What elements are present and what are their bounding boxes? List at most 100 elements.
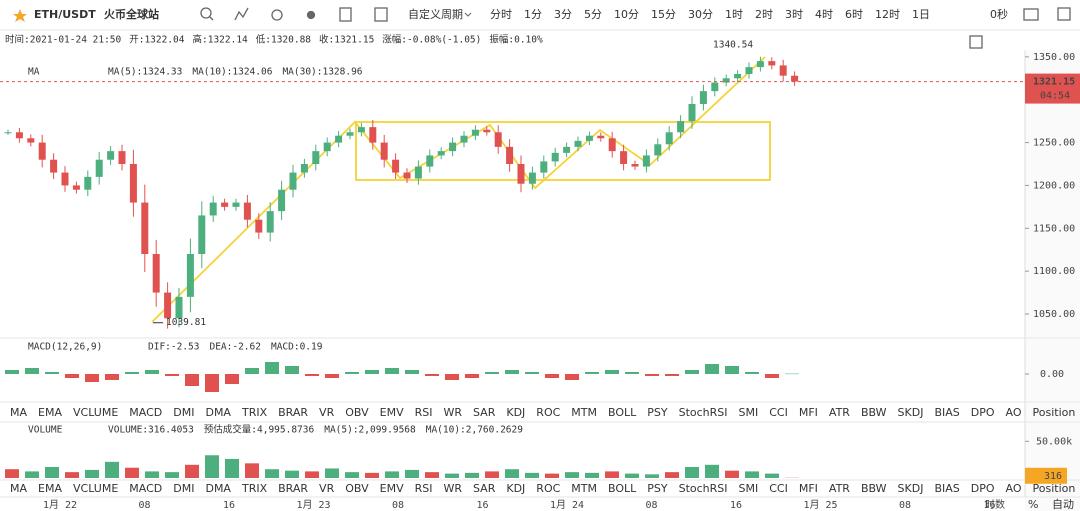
indicator-tab[interactable]: BRAR: [278, 406, 308, 419]
auto-toggle[interactable]: 自动: [1052, 498, 1074, 511]
index-icon[interactable]: [339, 7, 352, 22]
indicator-tab[interactable]: WR: [443, 482, 462, 495]
layout-icon[interactable]: [969, 35, 983, 49]
indicator-tab[interactable]: BIAS: [934, 482, 959, 495]
indicator-tab[interactable]: SKDJ: [898, 482, 924, 495]
indicator-tab[interactable]: KDJ: [506, 482, 525, 495]
indicator-tab[interactable]: BIAS: [934, 406, 959, 419]
candle-body: [129, 164, 137, 203]
indicator-tab[interactable]: EMA: [38, 482, 62, 495]
indicator-tab[interactable]: TRIX: [241, 482, 268, 495]
period-button[interactable]: 30分: [688, 8, 713, 21]
period-button[interactable]: 1日: [912, 8, 930, 21]
volume-bar: [85, 469, 99, 478]
indicator-tab[interactable]: PSY: [647, 482, 668, 495]
indicator-tab[interactable]: VR: [319, 482, 335, 495]
indicator-tab[interactable]: Position: [1033, 406, 1076, 419]
indicator-tab[interactable]: MA: [10, 406, 27, 419]
period-button[interactable]: 3时: [785, 8, 803, 21]
period-button[interactable]: 1时: [725, 8, 743, 21]
indicator-tab[interactable]: BRAR: [278, 482, 308, 495]
y-tick-label: 1350.00: [1033, 52, 1075, 63]
period-button[interactable]: 3分: [554, 8, 572, 21]
indicator-tab[interactable]: MTM: [571, 482, 597, 495]
period-button[interactable]: 12时: [875, 8, 900, 21]
fullscreen-icon[interactable]: [1057, 7, 1071, 21]
indicator-tab[interactable]: SAR: [473, 406, 496, 419]
indicator-tab[interactable]: BOLL: [608, 482, 637, 495]
indicator-tab[interactable]: TRIX: [241, 406, 268, 419]
period-button[interactable]: 4时: [815, 8, 833, 21]
indicator-tab[interactable]: ATR: [829, 406, 850, 419]
indicator-tab[interactable]: OBV: [345, 482, 369, 495]
indicator-tab[interactable]: DPO: [971, 406, 995, 419]
period-button[interactable]: 6时: [845, 8, 863, 21]
indicator-tab[interactable]: DMA: [205, 406, 231, 419]
indicator-tab[interactable]: CCI: [769, 406, 788, 419]
indicator-tab[interactable]: CCI: [769, 482, 788, 495]
indicator-tab[interactable]: OBV: [345, 406, 369, 419]
indicator-tab[interactable]: VR: [319, 406, 335, 419]
camera-icon[interactable]: [1023, 8, 1039, 21]
indicator-tab[interactable]: SMI: [739, 406, 759, 419]
draw-icon[interactable]: [234, 7, 249, 21]
indicator-tab[interactable]: StochRSI: [679, 482, 728, 495]
indicator-tab[interactable]: Position: [1033, 482, 1076, 495]
indicator-tab[interactable]: MA: [10, 482, 27, 495]
indicator-tab[interactable]: MACD: [129, 406, 162, 419]
indicator-tab[interactable]: MACD: [129, 482, 162, 495]
indicator-tab[interactable]: EMV: [380, 406, 404, 419]
indicator-tab[interactable]: AO: [1006, 482, 1022, 495]
indicator-tab[interactable]: EMV: [380, 482, 404, 495]
indicator-tab[interactable]: ROC: [536, 482, 560, 495]
indicator-tab[interactable]: ATR: [829, 482, 850, 495]
period-button[interactable]: 10分: [614, 8, 639, 21]
indicator-tab[interactable]: MFI: [799, 482, 818, 495]
indicator-tab[interactable]: VCLUME: [73, 406, 118, 419]
indicator-tab[interactable]: PSY: [647, 406, 668, 419]
ma-value: MA(5):1324.33: [108, 67, 182, 78]
indicator-tab[interactable]: DMI: [173, 406, 194, 419]
indicator-tab[interactable]: BBW: [861, 406, 887, 419]
indicator-tab[interactable]: VCLUME: [73, 482, 118, 495]
theme-icon[interactable]: [306, 10, 316, 20]
period-button[interactable]: 2时: [755, 8, 773, 21]
indicator-tab[interactable]: SKDJ: [898, 406, 924, 419]
period-button[interactable]: 5分: [584, 8, 602, 21]
favorite-star[interactable]: [13, 9, 27, 22]
candle-body: [323, 142, 331, 152]
indicator-tab[interactable]: KDJ: [506, 406, 525, 419]
indicator-tab[interactable]: DMI: [173, 482, 194, 495]
indicator-tab[interactable]: EMA: [38, 406, 62, 419]
indicator-tab[interactable]: BBW: [861, 482, 887, 495]
settings-icon[interactable]: [271, 9, 283, 21]
percent-toggle[interactable]: %: [1028, 498, 1038, 511]
indicator-tab[interactable]: MTM: [571, 406, 597, 419]
x-tick-label: 1月 23: [296, 499, 330, 511]
indicator-tab[interactable]: BOLL: [608, 406, 637, 419]
indicator-tab[interactable]: RSI: [415, 406, 433, 419]
indicator-tab[interactable]: RSI: [415, 482, 433, 495]
candle-body: [677, 121, 685, 133]
candle-body: [198, 215, 206, 254]
volume-bar: [285, 470, 299, 478]
indicator-tab[interactable]: AO: [1006, 406, 1022, 419]
volume-bar: [605, 471, 619, 478]
period-button[interactable]: 分时: [490, 8, 512, 21]
indicator-tab[interactable]: MFI: [799, 406, 818, 419]
period-button[interactable]: 15分: [651, 8, 676, 21]
macd-bar: [325, 374, 339, 378]
indicator-tab[interactable]: DMA: [205, 482, 231, 495]
indicator-tab[interactable]: StochRSI: [679, 406, 728, 419]
indicator-tab[interactable]: DPO: [971, 482, 995, 495]
indicator-tab[interactable]: SAR: [473, 482, 496, 495]
chart-icon[interactable]: [374, 7, 388, 22]
search-icon[interactable]: [200, 7, 212, 19]
low-label: 1039.81: [166, 317, 206, 328]
custom-period[interactable]: 自定义周期: [408, 7, 463, 21]
indicator-tab[interactable]: ROC: [536, 406, 560, 419]
ma-label: MA: [28, 67, 40, 78]
indicator-tab[interactable]: SMI: [739, 482, 759, 495]
indicator-tab[interactable]: WR: [443, 406, 462, 419]
period-button[interactable]: 1分: [524, 8, 542, 21]
